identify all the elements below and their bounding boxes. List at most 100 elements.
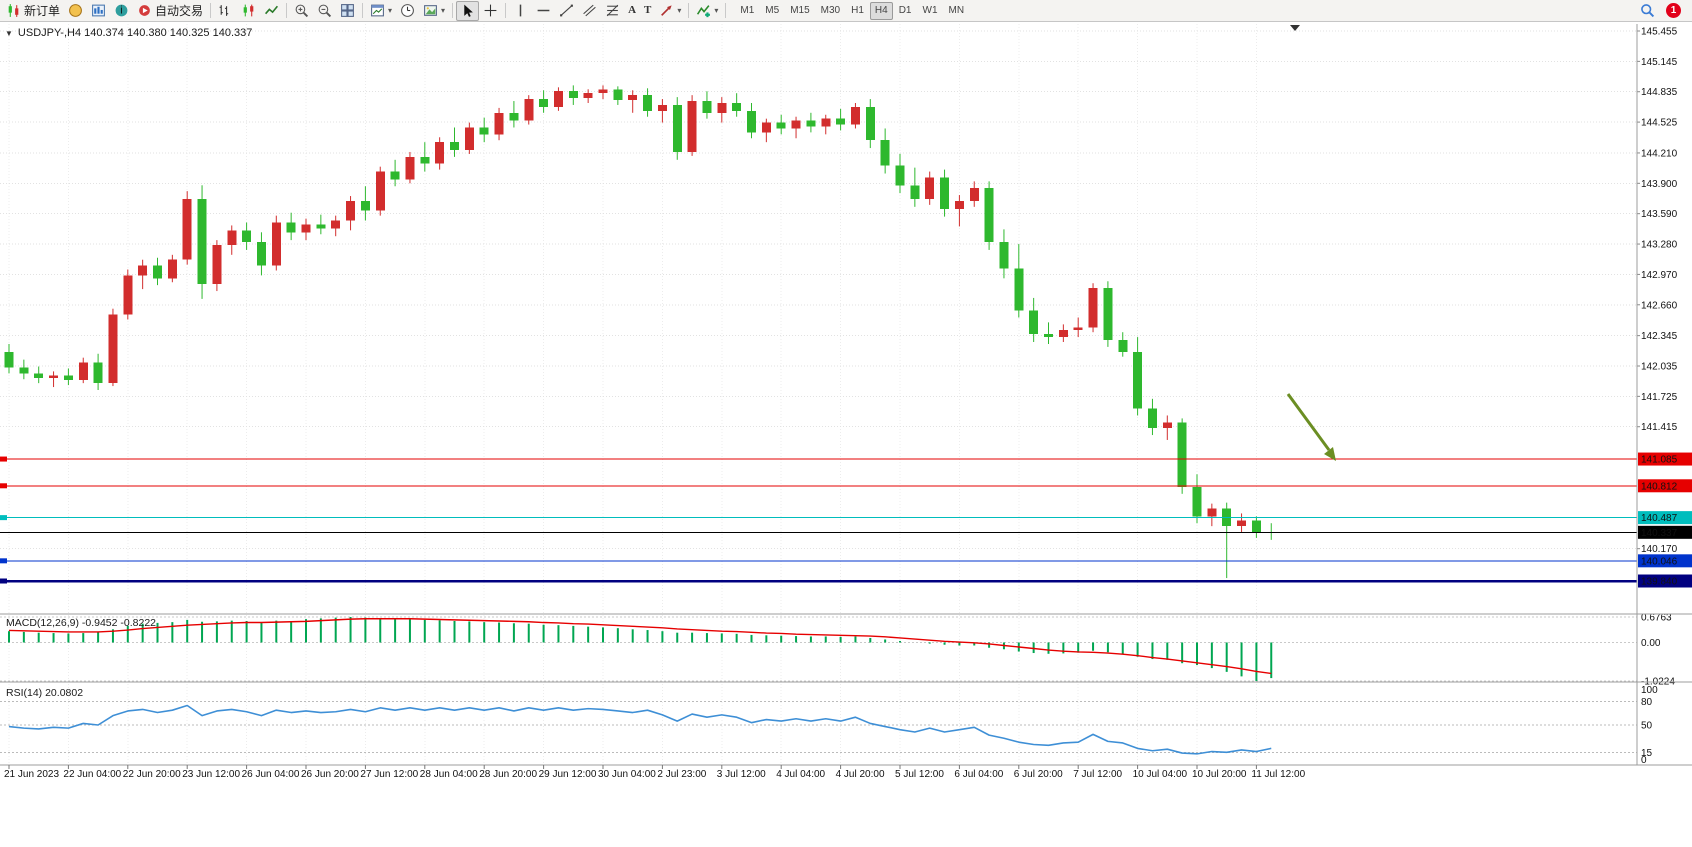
svg-text:30 Jun 04:00: 30 Jun 04:00 (598, 769, 656, 780)
horizontal-line-objects[interactable] (0, 456, 1637, 584)
zoom-out-button[interactable] (313, 1, 336, 21)
timeframe-h4-button[interactable]: H4 (869, 1, 893, 20)
svg-text:3 Jul 12:00: 3 Jul 12:00 (717, 769, 766, 780)
timeframe-m1-button[interactable]: M1 (735, 2, 759, 20)
svg-text:143.900: 143.900 (1641, 179, 1678, 190)
candlestick (657, 99, 667, 123)
timeframe-m5-button[interactable]: M5 (760, 2, 784, 20)
candlestick (925, 171, 935, 205)
coin-button[interactable] (64, 1, 87, 21)
line-chart-button[interactable] (260, 1, 283, 21)
svg-text:141.085: 141.085 (1641, 455, 1678, 466)
arrow-object-icon (661, 5, 673, 16)
vertical-line-icon (519, 4, 522, 17)
coin-icon (69, 4, 82, 17)
candlestick (598, 85, 608, 100)
candlestick (509, 101, 519, 128)
trendline-icon (560, 4, 573, 17)
candlestick (212, 240, 222, 292)
arrows-button[interactable]: ▾ (655, 1, 685, 21)
info-icon: i (115, 4, 128, 17)
autotrade-label: 自动交易 (155, 4, 204, 18)
indicators-button[interactable]: ▾ (692, 1, 722, 21)
new-order-button[interactable]: 新订单 (2, 1, 64, 21)
toolbar-separator (725, 3, 727, 18)
annotation-arrow[interactable] (1286, 393, 1336, 461)
svg-text:27 Jun 12:00: 27 Jun 12:00 (360, 769, 418, 780)
clock-icon (401, 4, 414, 17)
text-label-icon: T (644, 4, 652, 16)
fibonacci-icon (606, 4, 619, 17)
new-chart-button[interactable]: ▾ (366, 1, 396, 21)
autotrade-button[interactable]: 自动交易 (133, 1, 207, 21)
candlestick (49, 371, 59, 388)
clock-button[interactable] (396, 1, 419, 21)
timeframe-toolbar: M1 M5 M15 M30 H1 H4 D1 W1 MN (735, 1, 970, 20)
notification-badge[interactable]: 1 (1666, 3, 1681, 18)
bar-chart-button[interactable] (214, 1, 237, 21)
candlestick (390, 159, 400, 187)
candlestick (1133, 337, 1143, 416)
price-axis-labels: 145.455 145.145 144.835 144.525 144.210 143.9… (1637, 27, 1678, 555)
trendline-button[interactable] (555, 1, 578, 21)
cursor-icon (464, 4, 473, 17)
fibonacci-button[interactable] (601, 1, 624, 21)
candlestick (1058, 324, 1068, 342)
timeframe-h1-button[interactable]: H1 (846, 2, 869, 20)
cursor-button[interactable] (456, 0, 480, 21)
svg-text:i: i (120, 5, 122, 17)
vertical-line-button[interactable] (509, 1, 532, 21)
candlestick (865, 99, 875, 149)
svg-text:4 Jul 04:00: 4 Jul 04:00 (776, 769, 825, 780)
svg-text:144.525: 144.525 (1641, 118, 1678, 129)
candlestick (4, 343, 14, 374)
svg-text:100: 100 (1641, 685, 1658, 696)
market-watch-icon (92, 4, 105, 17)
candlestick (954, 195, 964, 227)
candlestick (553, 87, 563, 111)
price-gridlines (0, 30, 1637, 550)
zoom-out-icon (318, 4, 332, 18)
search-button[interactable] (1636, 1, 1659, 21)
candlestick (1162, 415, 1172, 440)
macd-signal-line (8, 618, 1272, 675)
equidistant-channel-button[interactable] (578, 1, 601, 21)
chart-collapse-button[interactable]: ▼ (5, 28, 13, 38)
candlestick-chart-button[interactable] (237, 1, 260, 21)
candlestick (479, 117, 489, 143)
vertical-gridlines (8, 24, 1257, 765)
horizontal-line-icon (537, 9, 550, 12)
candlestick (197, 185, 207, 299)
market-watch-button[interactable] (87, 1, 110, 21)
chart-shift-marker (1290, 25, 1300, 31)
zoom-in-button[interactable] (290, 1, 313, 21)
candlestick (747, 102, 756, 139)
horizontal-line-button[interactable] (532, 1, 555, 21)
candlestick (464, 122, 474, 154)
timeframe-m30-button[interactable]: M30 (816, 2, 845, 20)
search-icon (1641, 4, 1655, 18)
info-button[interactable]: i (110, 1, 133, 21)
new-order-icon (8, 4, 19, 17)
main-toolbar: 新订单 i 自动交易 (0, 0, 1692, 22)
candlestick (405, 151, 415, 184)
time-axis[interactable]: 21 Jun 2023 22 Jun 04:00 22 Jun 20:00 23 Ju… (4, 765, 1306, 780)
text-button[interactable]: A (624, 1, 640, 21)
candlestick (717, 97, 727, 123)
rsi-grid (0, 701, 1637, 753)
candlestick (256, 232, 266, 276)
crosshair-button[interactable] (479, 1, 502, 21)
text-label-button[interactable]: T (640, 1, 655, 21)
timeframe-m15-button[interactable]: M15 (785, 2, 814, 20)
templates-icon (424, 5, 437, 16)
timeframe-mn-button[interactable]: MN (944, 2, 970, 20)
candlestick (880, 128, 890, 174)
panel-separators[interactable] (0, 24, 1692, 766)
tile-windows-button[interactable] (336, 1, 359, 21)
toolbar-separator (362, 3, 364, 18)
timeframe-w1-button[interactable]: W1 (918, 2, 943, 20)
candlestick (940, 169, 950, 217)
templates-button[interactable]: ▾ (419, 1, 449, 21)
timeframe-d1-button[interactable]: D1 (894, 2, 917, 20)
